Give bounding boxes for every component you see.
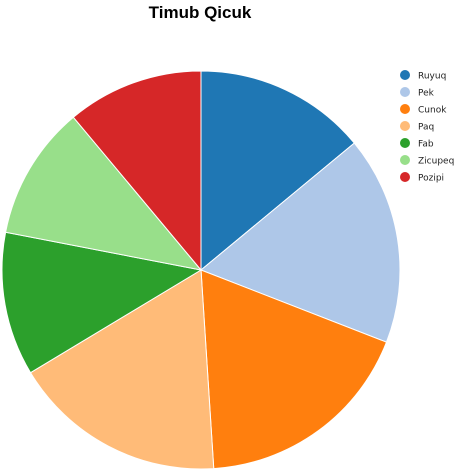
legend-label-paq: Paq [418,123,434,133]
legend: Ruyuq Pek Cunok Paq Fab Zicupeq Pozipi [400,70,454,184]
legend-label-cunok: Cunok [418,106,447,116]
pie-slice-fab [1,231,203,374]
pie-slice-pek [200,142,401,343]
legend-marker-pek [400,87,410,97]
legend-marker-fab [400,138,410,148]
legend-label-ruyuq: Ruyuq [418,72,446,82]
pie-slice-cunok [200,269,388,470]
legend-label-pozipi: Pozipi [418,174,444,184]
legend-marker-zicupeq [400,155,410,165]
legend-marker-pozipi [400,172,410,182]
legend-marker-paq [400,121,410,131]
legend-label-pek: Pek [418,89,435,99]
legend-label-zicupeq: Zicupeq [418,157,454,167]
legend-marker-cunok [400,104,410,114]
pie-slice-ruyuq [200,70,355,272]
pie-slice-pozipi [72,70,202,272]
legend-label-fab: Fab [418,140,434,150]
chart-title: Timub Qicuk [149,3,252,22]
legend-marker-ruyuq [400,70,410,80]
pie-slices [1,70,401,470]
pie-slice-zicupeq [5,116,203,271]
pie-slice-paq [29,269,215,470]
